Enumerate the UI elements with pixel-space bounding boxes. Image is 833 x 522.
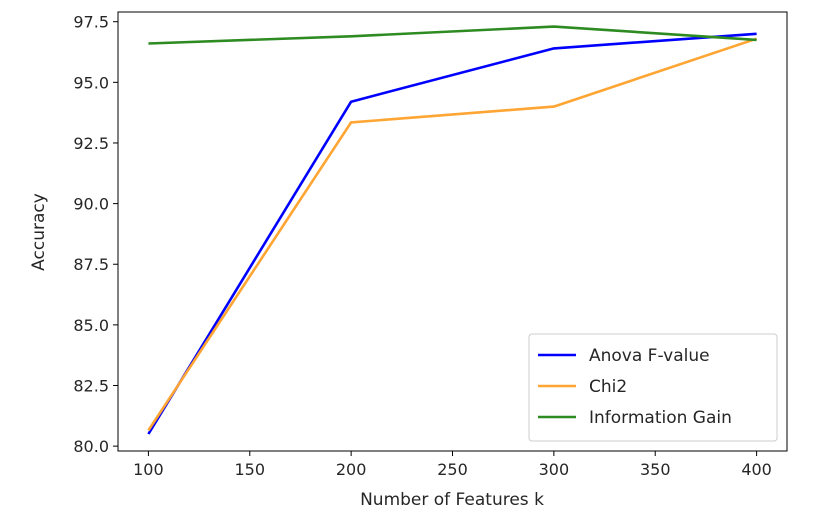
x-tick-label: 350 [640,460,671,479]
y-tick-label: 92.5 [73,134,109,153]
x-axis: 100 150 200 250 300 350 400 [133,451,772,479]
y-tick-label: 85.0 [73,316,109,335]
legend-label: Anova F-value [589,346,710,366]
y-tick-label: 95.0 [73,73,109,92]
x-tick-label: 300 [539,460,570,479]
legend-label: Information Gain [589,408,732,428]
x-axis-label: Number of Features k [360,490,544,510]
y-tick-label: 80.0 [73,437,109,456]
y-axis-label: Accuracy [29,193,49,271]
y-tick-label: 82.5 [73,377,109,396]
x-tick-label: 200 [336,460,367,479]
x-tick-label: 400 [741,460,772,479]
legend: Anova F-value Chi2 Information Gain [528,333,778,442]
series-layer [147,25,758,435]
y-axis: 80.0 82.5 85.0 87.5 90.0 92.5 95.0 97.5 [73,13,118,456]
series-line-information-gain [148,25,757,45]
x-tick-label: 250 [437,460,468,479]
y-tick-label: 90.0 [73,195,109,214]
y-tick-label: 97.5 [73,13,109,32]
series-line-chi2 [147,37,758,432]
y-tick-label: 87.5 [73,255,109,274]
legend-box [528,333,778,442]
x-tick-label: 150 [234,460,265,479]
series-line-anova-f-value [147,32,757,435]
x-tick-label: 100 [133,460,164,479]
legend-label: Chi2 [589,377,627,397]
